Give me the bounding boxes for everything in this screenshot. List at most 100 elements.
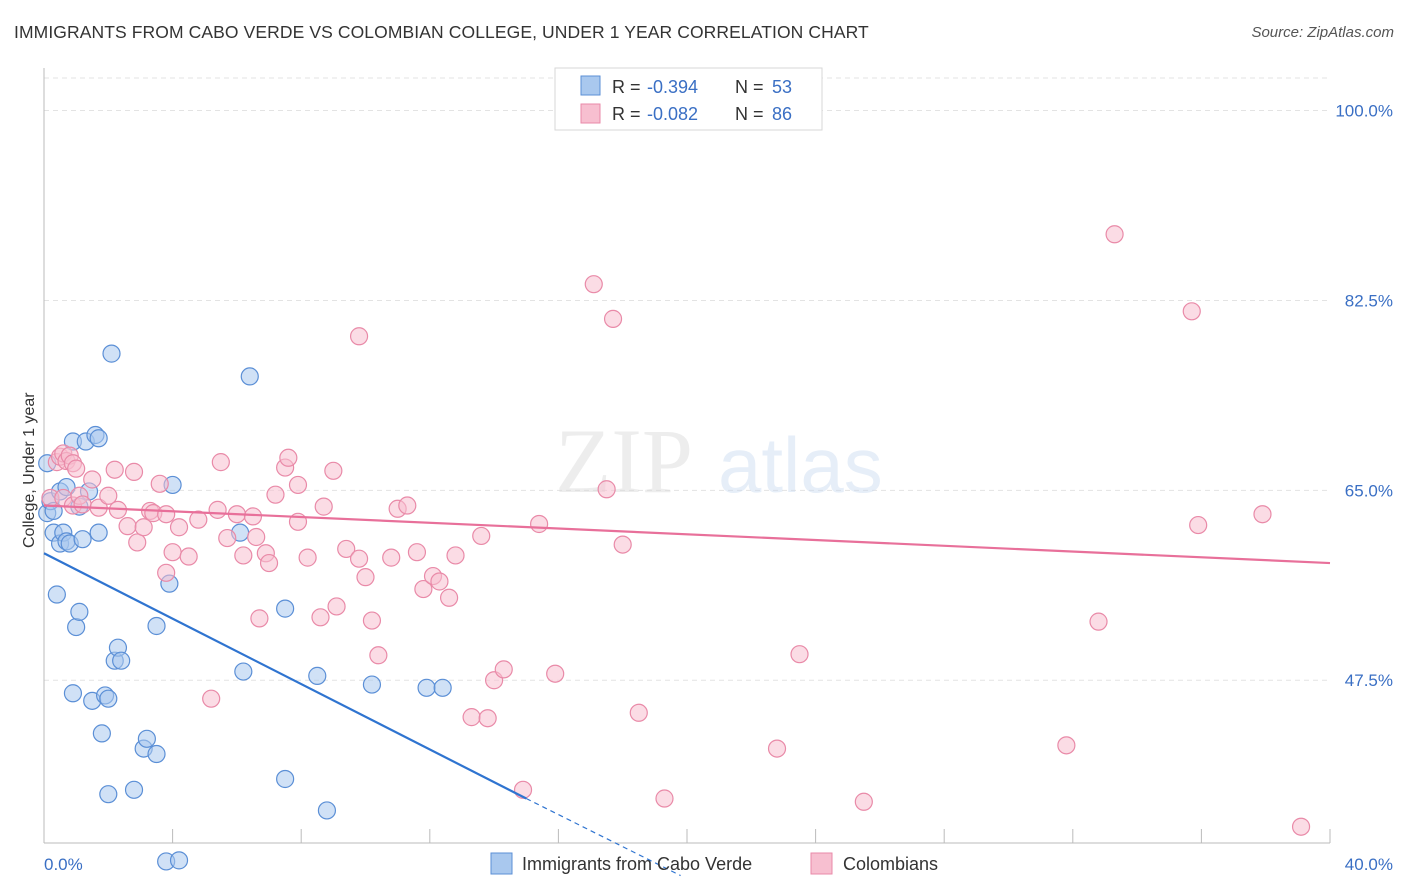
colombians-point [430,572,449,591]
series-cabo-verde-points [38,344,452,871]
cabo-verde-point [99,689,118,708]
colombians-point [446,546,465,565]
cabo-verde-point [112,651,131,670]
legend-r-label-2: R = [612,104,641,124]
colombians-point [472,526,491,546]
cabo-verde-point [417,678,436,697]
cabo-verde-point [433,678,452,697]
legend-n-value-2: 86 [772,104,792,124]
cabo-verde-trendline-extension [525,797,681,877]
source-label: Source: ZipAtlas.com [1251,24,1394,41]
watermark-zip: ZIP [555,410,693,512]
colombians-point [337,539,356,559]
colombians-point [546,664,565,683]
cabo-verde-point [67,617,86,637]
cabo-verde-point [147,616,166,636]
x-tick-label: 0.0% [44,855,83,874]
colombians-point [790,645,809,664]
colombians-point [362,611,382,630]
cabo-verde-point [276,599,295,618]
colombians-point [234,546,253,565]
colombians-point [259,553,279,573]
colombians-point [73,495,92,514]
cabo-verde-point [63,684,83,703]
cabo-verde-point [92,724,111,743]
colombians-point [349,549,369,568]
correlation-legend: R = -0.394 N = 53 R = -0.082 N = 86 [554,67,823,131]
colombians-point [1253,505,1272,524]
legend-r-value-1: -0.394 [647,77,698,97]
cabo-verde-point [89,523,108,542]
colombians-point [211,453,230,472]
y-tick-label: 82.5% [1345,291,1393,310]
colombians-point [327,597,346,616]
trendlines [43,504,1331,877]
colombians-point [314,497,333,516]
gridlines [44,77,1330,681]
colombians-point [288,475,308,495]
colombians-point [1291,817,1311,836]
cabo-verde-trendline [43,552,527,800]
legend-swatch-pink [580,103,601,124]
bottom-legend-swatch-blue [490,852,513,875]
y-tick-label: 47.5% [1345,671,1393,690]
cabo-verde-point [276,769,295,789]
cabo-verde-point [169,851,189,870]
colombians-point [169,518,189,537]
colombians-point [767,739,787,758]
colombians-point [349,327,369,346]
colombians-point [1182,302,1201,321]
cabo-verde-point [147,744,166,764]
cabo-verde-point [362,675,382,694]
colombians-point [128,533,147,552]
colombians-point [105,460,124,479]
bottom-legend-label-blue: Immigrants from Cabo Verde [522,854,752,874]
colombians-point [83,470,102,489]
colombians-point [124,462,144,481]
colombians-point [414,579,433,599]
colombians-point [439,588,459,607]
colombians-point [584,275,603,294]
colombians-point [298,548,317,567]
y-tick-label: 100.0% [1335,102,1393,121]
watermark: ZIP atlas [555,410,883,512]
legend-n-label-2: N = [735,104,764,124]
colombians-point [530,514,549,534]
colombians-point [407,543,427,562]
colombians-point [218,528,237,548]
colombians-point [494,660,513,679]
colombians-trendline [43,504,1331,565]
legend-swatch-blue [580,75,601,96]
bottom-legend-swatch-pink [810,852,833,875]
colombians-point [208,500,227,519]
colombians-point [311,608,330,627]
colombians-point [163,543,182,562]
cabo-verde-point [137,729,156,748]
colombians-point [250,609,269,628]
colombians-point [603,309,623,328]
colombians-point [247,527,266,547]
colombians-point [67,459,86,478]
colombians-point [189,510,208,529]
legend-n-label-1: N = [735,77,764,97]
cabo-verde-point [124,780,144,799]
colombians-point [382,548,401,567]
cabo-verde-point [89,429,108,448]
cabo-verde-point [308,666,327,685]
legend-n-value-1: 53 [772,77,792,97]
colombians-point [157,505,176,524]
bottom-legend-label-pink: Colombians [843,854,938,874]
cabo-verde-point [102,344,121,363]
colombians-point [179,547,198,566]
cabo-verde-point [73,530,92,549]
watermark-atlas: atlas [718,421,883,509]
colombians-point [629,703,648,722]
colombians-point [202,689,221,708]
colombians-point [279,448,298,467]
colombians-point [655,789,674,808]
y-axis-title: College, Under 1 year [21,392,38,548]
series-legend: Immigrants from Cabo Verde Colombians [490,852,938,875]
x-tick-label: 40.0% [1345,855,1393,874]
colombians-point [356,568,375,587]
colombians-point [243,507,263,526]
